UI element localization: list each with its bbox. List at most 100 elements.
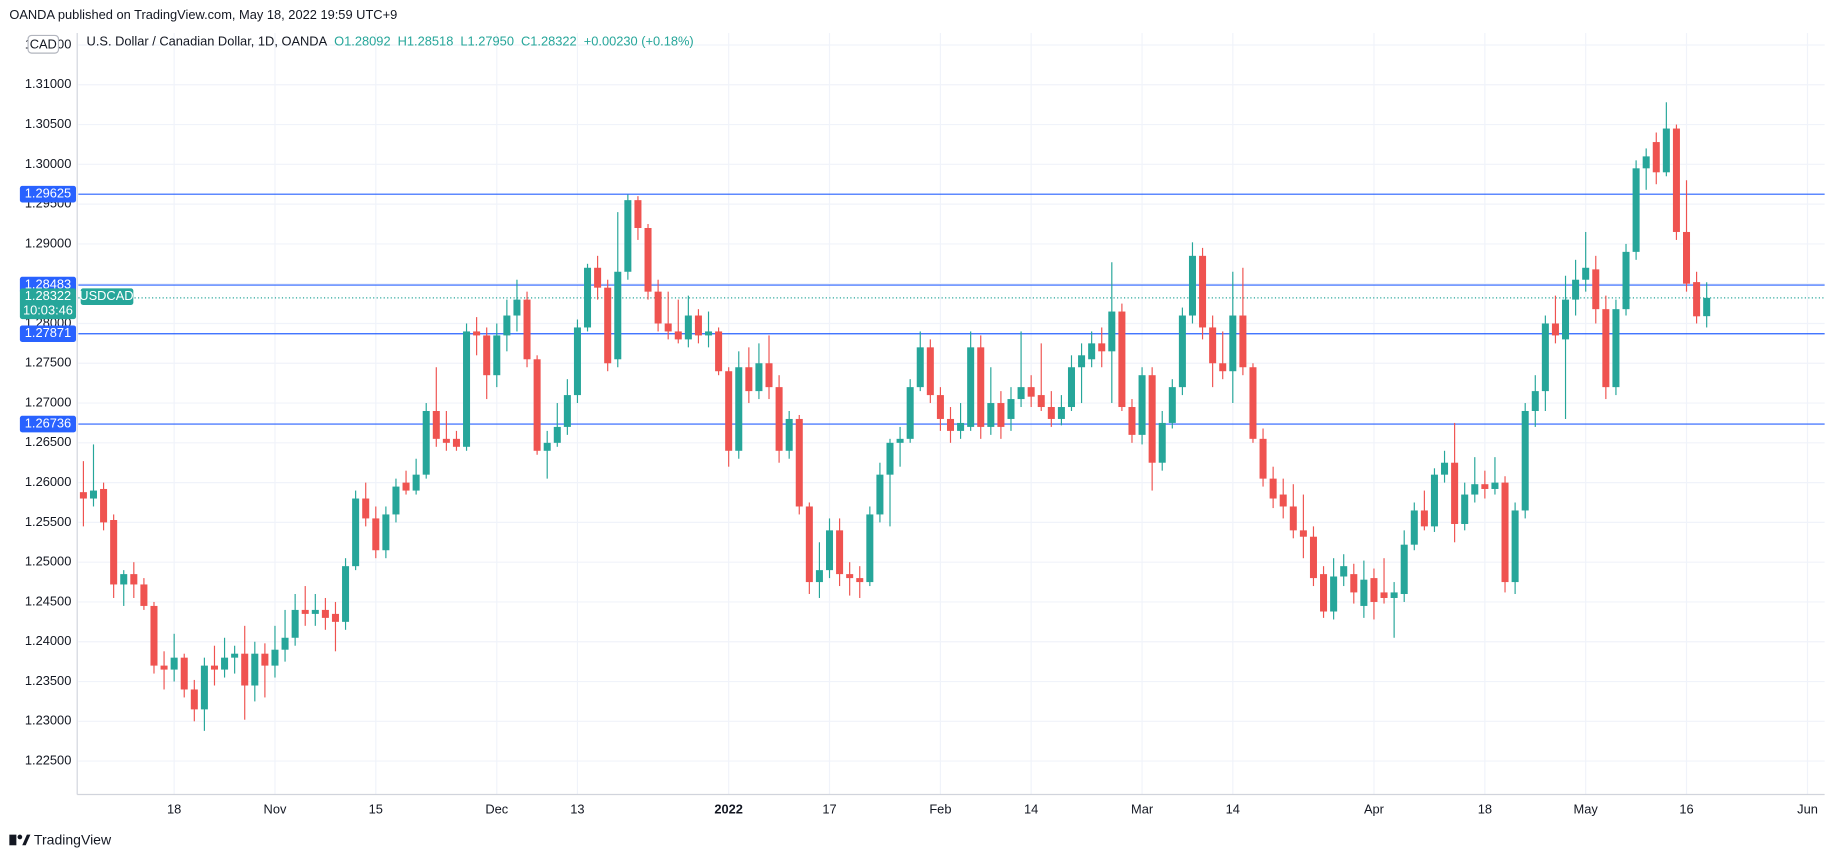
candle-body (1683, 231, 1691, 284)
candle-body (1390, 592, 1398, 598)
legend-value: O1.28092 (334, 34, 390, 49)
published-note: OANDA published on TradingView.com, May … (9, 7, 397, 22)
candle-body (311, 609, 319, 614)
candle-body (1188, 255, 1196, 316)
candle-body (1108, 311, 1116, 352)
candle-body (1148, 375, 1156, 463)
y-tick-label: 1.22500 (25, 752, 71, 767)
candle-body (1320, 574, 1328, 612)
candle-body (241, 653, 249, 686)
candle-body (1128, 407, 1136, 435)
level-label: 1.27871 (25, 325, 71, 340)
candle-body (321, 609, 329, 618)
candle-body (392, 486, 400, 515)
axes: 1.22500 1.23000 1.23500 1.24000 1.24500 1.250… (25, 36, 1818, 816)
candle-body (291, 609, 299, 638)
x-tick-label: 17 (822, 801, 836, 816)
grid (78, 33, 1825, 795)
logo-part (17, 834, 23, 840)
x-tick-label: Apr (1364, 801, 1385, 816)
candle-body (896, 438, 904, 443)
level-label: 1.29625 (25, 186, 71, 201)
candle-body (1007, 399, 1015, 419)
candle-body (352, 498, 360, 567)
candle-body (342, 566, 350, 622)
currency-label: CAD (30, 36, 57, 51)
y-tick-label: 1.26000 (25, 474, 71, 489)
legend-title: U.S. Dollar / Canadian Dollar, 1D, OANDA (87, 34, 328, 49)
candle-body (614, 271, 622, 360)
candle-body (110, 520, 118, 585)
x-tick-label: 2022 (714, 801, 743, 816)
y-tick-label: 1.30500 (25, 116, 71, 131)
candle-body (1642, 156, 1650, 169)
candle-body (866, 514, 874, 583)
candle-body (725, 371, 733, 451)
candle-body (1239, 315, 1247, 368)
candle-body (1632, 168, 1640, 252)
candle-body (1672, 128, 1680, 232)
candle-body (836, 530, 844, 575)
level-badge (19, 415, 77, 433)
x-tick-label: Dec (485, 801, 508, 816)
candle-body (463, 331, 471, 447)
candle-body (1612, 309, 1620, 388)
candle-body (1047, 407, 1055, 419)
candle-body (1219, 363, 1227, 372)
candle-body (79, 492, 87, 499)
candle-body (745, 367, 753, 392)
x-tick-label: 16 (1679, 801, 1693, 816)
candle-body (130, 574, 138, 585)
x-tick-label: Nov (264, 801, 287, 816)
candle-body (1693, 282, 1701, 317)
candle-body (584, 267, 592, 328)
candle-body (281, 637, 289, 650)
candle-body (251, 653, 259, 686)
candle-body (1511, 510, 1519, 583)
candle-body (200, 665, 208, 710)
legend-value: C1.28322 (521, 34, 577, 49)
candle-body (1541, 323, 1549, 392)
currency-badge (27, 34, 60, 54)
candle-body (1269, 478, 1277, 499)
logo-part (22, 834, 31, 846)
candle-body (977, 347, 985, 427)
candle-body (1067, 367, 1075, 408)
candle-body (876, 474, 884, 515)
legend-value: L1.27950 (460, 34, 514, 49)
x-tick-label: 18 (167, 801, 181, 816)
y-tick-label: 1.27000 (25, 394, 71, 409)
countdown: 10:03:46 (23, 302, 73, 317)
candle-body (190, 689, 198, 710)
candle-body (100, 488, 108, 523)
candle-body (412, 474, 420, 491)
legend-value: H1.28518 (398, 34, 454, 49)
candle-body (705, 331, 713, 336)
level-badge (19, 185, 77, 203)
candle-body (1299, 530, 1307, 537)
candle-body (422, 410, 430, 475)
candle-body (1088, 343, 1096, 360)
candle-body (1229, 315, 1237, 372)
candle-body (735, 367, 743, 451)
x-tick-label: May (1574, 801, 1599, 816)
candle-body (815, 570, 823, 583)
candle-body (765, 363, 773, 388)
candle-body (1602, 309, 1610, 388)
last-price-badge (19, 288, 77, 320)
candle-body (1057, 407, 1065, 419)
candle-body (715, 331, 723, 372)
candle-body (926, 347, 934, 396)
candle-body (1340, 566, 1348, 577)
y-tick-label: 1.30000 (25, 156, 71, 171)
candle-body (513, 299, 521, 316)
candle-body (775, 387, 783, 451)
candle-body (160, 665, 168, 670)
candle-body (1168, 387, 1176, 423)
x-tick-label: 14 (1226, 801, 1240, 816)
candle-body (1138, 375, 1146, 435)
candle-body (1309, 536, 1317, 579)
candle-body (1209, 327, 1217, 364)
candle-body (1279, 494, 1287, 507)
